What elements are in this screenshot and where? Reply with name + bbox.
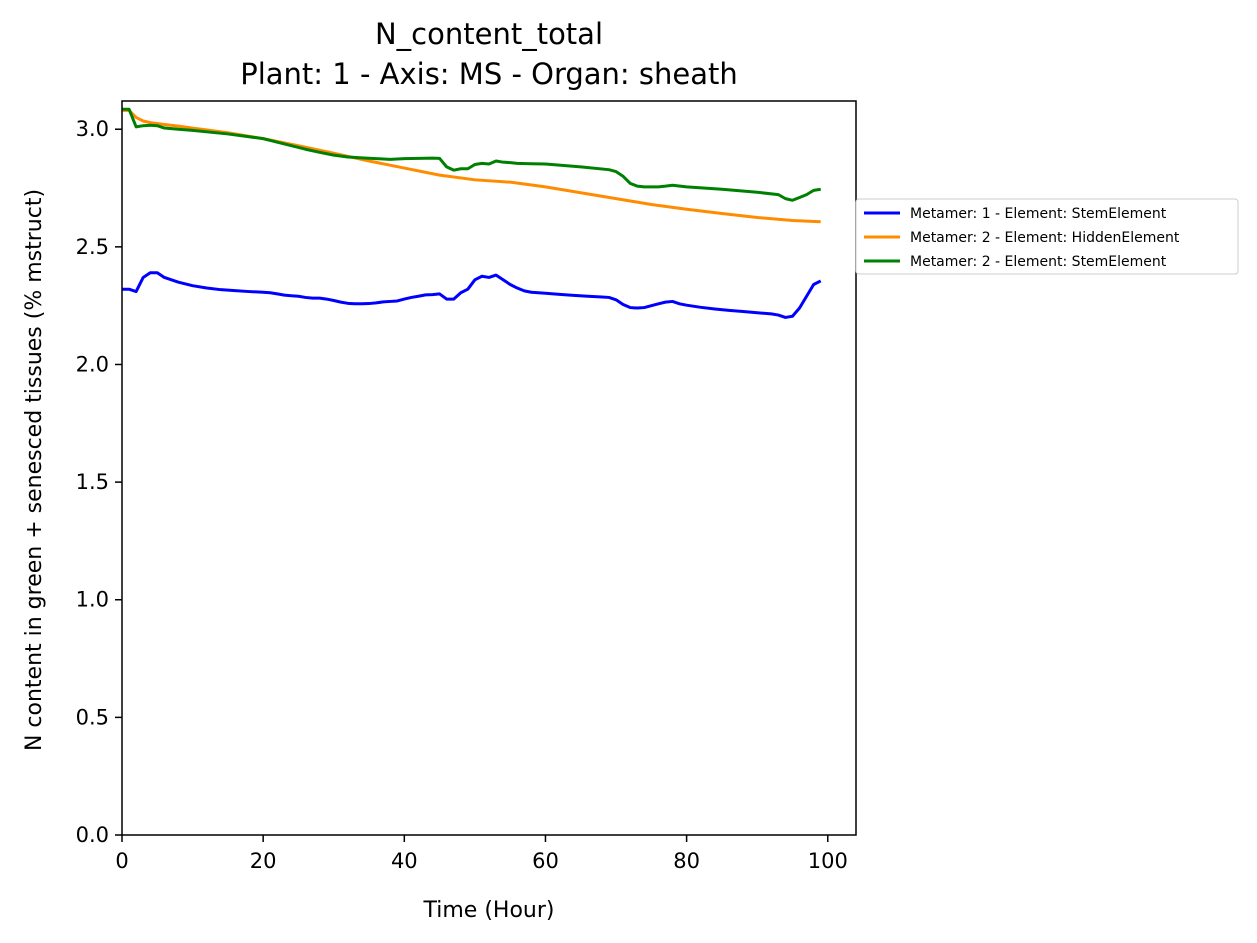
y-tick-label: 0.5 — [76, 705, 109, 729]
chart-subtitle: Plant: 1 - Axis: MS - Organ: sheath — [240, 57, 738, 91]
legend: Metamer: 1 - Element: StemElement Metamer… — [855, 198, 1239, 275]
legend-label: Metamer: 1 - Element: StemElement — [910, 206, 1167, 222]
plot-frame — [121, 100, 857, 836]
x-axis: 0 20 40 60 80 100 — [115, 835, 848, 873]
y-tick-label: 0.0 — [76, 823, 109, 847]
x-tick-label: 60 — [532, 849, 559, 873]
y-axis-label: N content in green + senesced tissues (%… — [22, 189, 47, 751]
x-tick-label: 0 — [115, 849, 128, 873]
y-tick-label: 1.0 — [76, 588, 109, 612]
x-tick-label: 80 — [673, 849, 700, 873]
legend-label: Metamer: 2 - Element: HiddenElement — [910, 230, 1180, 246]
x-tick-label: 40 — [391, 849, 418, 873]
series-lines — [122, 107, 822, 319]
series-line-1 — [122, 271, 822, 319]
x-tick-label: 20 — [250, 849, 277, 873]
y-tick-label: 3.0 — [76, 117, 109, 141]
series-line-2 — [122, 108, 821, 224]
legend-frame — [855, 198, 1239, 275]
y-axis: 0.0 0.5 1.0 1.5 2.0 2.5 3.0 — [76, 117, 122, 847]
y-tick-label: 2.0 — [76, 352, 109, 376]
y-tick-label: 2.5 — [76, 235, 109, 259]
series-line-3 — [122, 107, 821, 202]
y-tick-label: 1.5 — [76, 470, 109, 494]
x-axis-label: Time (Hour) — [423, 898, 555, 923]
x-tick-label: 100 — [808, 849, 848, 873]
legend-label: Metamer: 2 - Element: StemElement — [910, 254, 1167, 270]
chart-title: N_content_total — [375, 17, 603, 51]
